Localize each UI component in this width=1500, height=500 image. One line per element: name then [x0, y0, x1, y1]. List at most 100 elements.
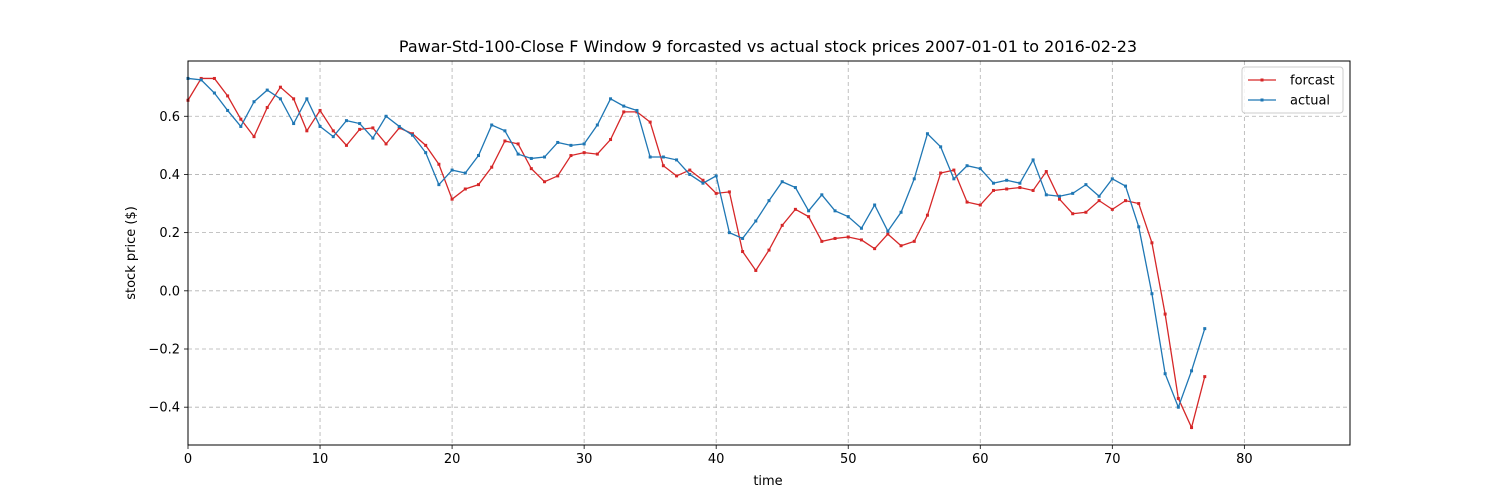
data-point-forcast [477, 183, 480, 186]
data-point-forcast [464, 188, 467, 191]
data-point-actual [1203, 327, 1206, 330]
data-point-actual [635, 109, 638, 112]
data-point-actual [992, 182, 995, 185]
data-point-actual [503, 129, 506, 132]
data-point-forcast [239, 118, 242, 121]
legend-label: actual [1290, 94, 1330, 109]
data-point-actual [490, 124, 493, 127]
plot-series [187, 77, 1207, 429]
data-point-forcast [886, 233, 889, 236]
data-point-actual [688, 173, 691, 176]
data-point-forcast [332, 129, 335, 132]
y-tick-label: 0.6 [159, 110, 180, 125]
data-point-actual [715, 174, 718, 177]
data-point-actual [200, 78, 203, 81]
data-point-actual [437, 183, 440, 186]
data-point-actual [728, 231, 731, 234]
data-point-forcast [1124, 199, 1127, 202]
x-axis-label: time [753, 474, 782, 489]
data-point-forcast [1005, 188, 1008, 191]
data-point-forcast [556, 174, 559, 177]
data-point-forcast [266, 106, 269, 109]
data-point-actual [213, 92, 216, 95]
data-point-actual [754, 220, 757, 223]
data-point-actual [543, 156, 546, 159]
data-point-actual [649, 156, 652, 159]
y-axis-label: stock price ($) [124, 206, 139, 300]
data-point-actual [1071, 192, 1074, 195]
plot-frame [188, 61, 1350, 445]
data-point-forcast [768, 249, 771, 252]
data-point-forcast [926, 214, 929, 217]
data-point-forcast [583, 151, 586, 154]
data-point-actual [807, 209, 810, 212]
data-point-forcast [371, 126, 374, 129]
data-point-forcast [1190, 426, 1193, 429]
data-point-actual [860, 227, 863, 230]
data-point-forcast [609, 138, 612, 141]
data-point-actual [873, 204, 876, 207]
y-tick-label: 0.0 [159, 284, 180, 299]
data-point-forcast [649, 121, 652, 124]
data-point-actual [1111, 177, 1114, 180]
data-point-actual [939, 145, 942, 148]
data-point-actual [371, 137, 374, 140]
data-point-forcast [424, 144, 427, 147]
data-point-actual [398, 125, 401, 128]
legend-label: forcast [1290, 74, 1335, 89]
data-point-actual [266, 89, 269, 92]
x-tick-label: 60 [972, 452, 989, 467]
data-point-forcast [820, 240, 823, 243]
data-point-actual [847, 215, 850, 218]
series-line-actual [188, 78, 1205, 407]
data-point-actual [952, 177, 955, 180]
data-point-forcast [1018, 186, 1021, 189]
data-point-actual [345, 119, 348, 122]
data-point-actual [834, 209, 837, 212]
data-point-forcast [662, 164, 665, 167]
data-point-actual [622, 105, 625, 108]
data-point-actual [226, 109, 229, 112]
x-tick-label: 0 [184, 452, 192, 467]
x-tick-label: 10 [312, 452, 329, 467]
data-point-actual [1084, 183, 1087, 186]
data-point-forcast [1071, 212, 1074, 215]
data-point-forcast [1137, 202, 1140, 205]
data-point-forcast [966, 201, 969, 204]
data-point-forcast [688, 169, 691, 172]
data-point-actual [926, 132, 929, 135]
data-point-actual [358, 122, 361, 125]
data-point-actual [609, 97, 612, 100]
data-point-actual [583, 142, 586, 145]
data-point-forcast [781, 224, 784, 227]
data-point-actual [1005, 179, 1008, 182]
data-point-forcast [358, 128, 361, 131]
data-point-forcast [847, 236, 850, 239]
x-tick-label: 30 [576, 452, 593, 467]
data-point-forcast [952, 169, 955, 172]
data-point-forcast [741, 250, 744, 253]
data-point-actual [966, 164, 969, 167]
data-point-actual [569, 144, 572, 147]
y-tick-label: −0.2 [148, 343, 180, 358]
data-point-forcast [213, 77, 216, 80]
data-point-actual [385, 115, 388, 118]
data-point-forcast [1084, 211, 1087, 214]
y-tick-label: −0.4 [148, 401, 180, 416]
data-point-forcast [292, 97, 295, 100]
legend-marker [1261, 99, 1264, 102]
axis-ticks: 0 10 20 30 40 50 60 70 80 −0.4 −0.2 0.0 0.2 0.4 0.6 [148, 110, 1252, 467]
data-point-forcast [305, 129, 308, 132]
data-point-forcast [385, 142, 388, 145]
data-point-actual [1124, 185, 1127, 188]
data-point-actual [794, 186, 797, 189]
data-point-actual [1177, 406, 1180, 409]
data-point-actual [411, 134, 414, 137]
legend: forcast actual [1242, 67, 1343, 113]
chart-title: Pawar-Std-100-Close F Window 9 forcasted… [399, 37, 1137, 56]
data-point-forcast [530, 167, 533, 170]
data-point-actual [781, 180, 784, 183]
data-point-forcast [1032, 189, 1035, 192]
x-tick-label: 70 [1104, 452, 1121, 467]
data-point-actual [279, 97, 282, 100]
